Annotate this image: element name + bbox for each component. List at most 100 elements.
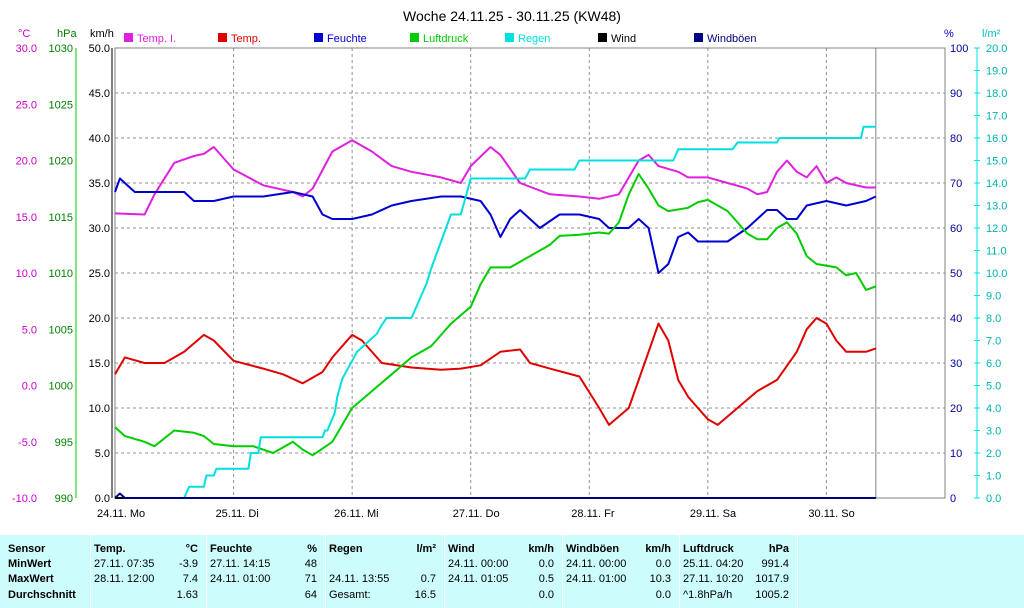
pressure-axis-tick: 1000 <box>49 381 73 393</box>
rain-axis-unit: l/m² <box>982 28 1001 40</box>
rain-axis-tick: 17.0 <box>986 111 1007 123</box>
rain-axis-tick: 20.0 <box>986 43 1007 55</box>
x-axis-label: 30.11. So <box>808 508 854 520</box>
stats-cell-name: Luftdruck <box>683 543 734 555</box>
rain-axis-tick: 5.0 <box>986 381 1001 393</box>
stats-cell-min-value: -3.9 <box>179 558 198 570</box>
rain-axis-tick: 1.0 <box>986 471 1001 483</box>
humidity-axis-tick: 0 <box>950 493 956 505</box>
stats-cell-max-value: 71 <box>304 573 317 585</box>
stats-cell-max-value: 1017.9 <box>755 573 789 585</box>
rain-axis-tick: 12.0 <box>986 223 1007 235</box>
statistics-table: Sensor MinWert MaxWert Durchschnitt Temp… <box>0 535 1024 608</box>
wind-axis-tick: 45.0 <box>89 88 110 100</box>
stats-column-2: Regen l/m² 24.11. 13:55 0.7 Gesamt: 16.5 <box>325 535 445 608</box>
row-label-min: MinWert <box>8 558 52 570</box>
rain-axis-tick: 18.0 <box>986 88 1007 100</box>
legend-label: Wind <box>611 33 636 45</box>
row-label-max: MaxWert <box>8 573 54 585</box>
legend-swatch <box>694 33 703 42</box>
humidity-axis-tick: 90 <box>950 88 962 100</box>
rain-axis-tick: 14.0 <box>986 178 1007 190</box>
series-line-windb-en <box>114 492 876 499</box>
stats-cell-min-time: 25.11. 04:20 <box>683 558 744 570</box>
temp-axis-tick: 10.0 <box>16 268 37 280</box>
x-axis-label: 29.11. Sa <box>690 508 737 520</box>
stats-cell-unit: °C <box>185 543 198 555</box>
temp-axis-tick: 25.0 <box>16 99 37 111</box>
temp-axis-tick: 15.0 <box>16 212 37 224</box>
stats-cell-avg-time: ^1.8hPa/h <box>683 589 733 601</box>
legend-swatch <box>505 33 514 42</box>
weather-chart-svg: Woche 24.11.25 - 30.11.25 (KW48) °C 30.0 25… <box>12 8 1008 520</box>
row-label-average: Durchschnitt <box>8 589 76 601</box>
legend-label: Feuchte <box>327 33 367 45</box>
stats-cell-min-value: 991.4 <box>761 558 789 570</box>
pressure-axis-tick: 995 <box>55 437 73 449</box>
stats-cell-min-value: 0.0 <box>538 558 554 570</box>
wind-axis-tick: 25.0 <box>89 268 110 280</box>
x-axis-label: 25.11. Di <box>216 508 259 520</box>
stats-cell-min-time: 24.11. 00:00 <box>448 558 509 570</box>
stats-cell-max-time: 24.11. 13:55 <box>329 573 390 585</box>
humidity-axis-unit: % <box>944 28 954 40</box>
stats-column-4: Windböen km/h 24.11. 00:00 0.0 24.11. 01:00 1… <box>562 535 680 608</box>
series-line-regen <box>115 125 876 499</box>
stats-cell-avg-time: Gesamt: <box>329 589 371 601</box>
stats-cell-min-time: 24.11. 00:00 <box>566 558 627 570</box>
humidity-axis-tick: 60 <box>950 223 962 235</box>
stats-cell-min-time: 27.11. 07:35 <box>94 558 155 570</box>
stats-cell-max-time: 24.11. 01:05 <box>448 573 509 585</box>
rain-axis-tick: 7.0 <box>986 336 1001 348</box>
rain-axis-tick: 9.0 <box>986 291 1001 303</box>
row-label-sensor: Sensor <box>8 543 46 555</box>
humidity-axis-tick: 40 <box>950 313 962 325</box>
wind-axis-tick: 10.0 <box>89 403 110 415</box>
temp-axis-tick: 5.0 <box>22 324 37 336</box>
stats-cell-min-value: 48 <box>304 558 317 570</box>
stats-cell-avg-value: 0.0 <box>538 589 554 601</box>
rain-axis-tick: 2.0 <box>986 448 1001 460</box>
rain-axis-tick: 6.0 <box>986 358 1001 370</box>
stats-cell-min-value: 0.0 <box>655 558 671 570</box>
stats-cell-max-value: 0.5 <box>538 573 554 585</box>
legend-label: Luftdruck <box>423 33 469 45</box>
stats-column-5: Luftdruck hPa 25.11. 04:20 991.4 27.11. 10:2… <box>679 535 798 608</box>
legend-swatch <box>410 33 419 42</box>
wind-axis-tick: 0.0 <box>95 493 110 505</box>
stats-cell-unit: km/h <box>528 543 554 555</box>
legend-label: Temp. <box>231 33 261 45</box>
rain-axis-tick: 16.0 <box>986 133 1007 145</box>
wind-axis-tick: 30.0 <box>89 223 110 235</box>
wind-axis-tick: 35.0 <box>89 178 110 190</box>
humidity-axis-tick: 50 <box>950 268 962 280</box>
rain-axis-tick: 11.0 <box>986 246 1007 258</box>
wind-axis-tick: 40.0 <box>89 133 110 145</box>
stats-column-0: Temp. °C 27.11. 07:35 -3.9 28.11. 12:00 7.4 1.… <box>90 535 207 608</box>
rain-axis-tick: 19.0 <box>986 66 1007 78</box>
stats-cell-max-time: 24.11. 01:00 <box>210 573 271 585</box>
legend-swatch <box>124 33 133 42</box>
stats-cell-avg-value: 16.5 <box>414 589 436 601</box>
pressure-axis-tick: 1030 <box>49 43 73 55</box>
legend-swatch <box>314 33 323 42</box>
stats-column-1: Feuchte% 27.11. 14:15 48 24.11. 01:00 71 64 <box>206 535 326 608</box>
humidity-axis-tick: 30 <box>950 358 962 370</box>
pressure-axis-tick: 1010 <box>49 268 73 280</box>
stats-cell-name: Feuchte <box>210 543 253 555</box>
rain-axis-tick: 0.0 <box>986 493 1001 505</box>
pressure-axis-unit: hPa <box>57 28 77 40</box>
chart-title: Woche 24.11.25 - 30.11.25 (KW48) <box>403 8 621 24</box>
rain-axis-tick: 10.0 <box>986 268 1007 280</box>
stats-cell-max-value: 7.4 <box>182 573 198 585</box>
temp-axis-tick: -5.0 <box>18 437 37 449</box>
wind-axis-unit: km/h <box>90 28 114 40</box>
stats-cell-name: Windböen <box>566 543 620 555</box>
wind-axis-tick: 20.0 <box>89 313 110 325</box>
pressure-axis-tick: 1005 <box>49 324 73 336</box>
stats-cell-avg-value: 64 <box>304 589 317 601</box>
humidity-axis-tick: 80 <box>950 133 962 145</box>
legend-label: Temp. I. <box>137 33 176 45</box>
series-line-feuchte <box>114 177 877 274</box>
stats-cell-max-value: 10.3 <box>649 573 671 585</box>
